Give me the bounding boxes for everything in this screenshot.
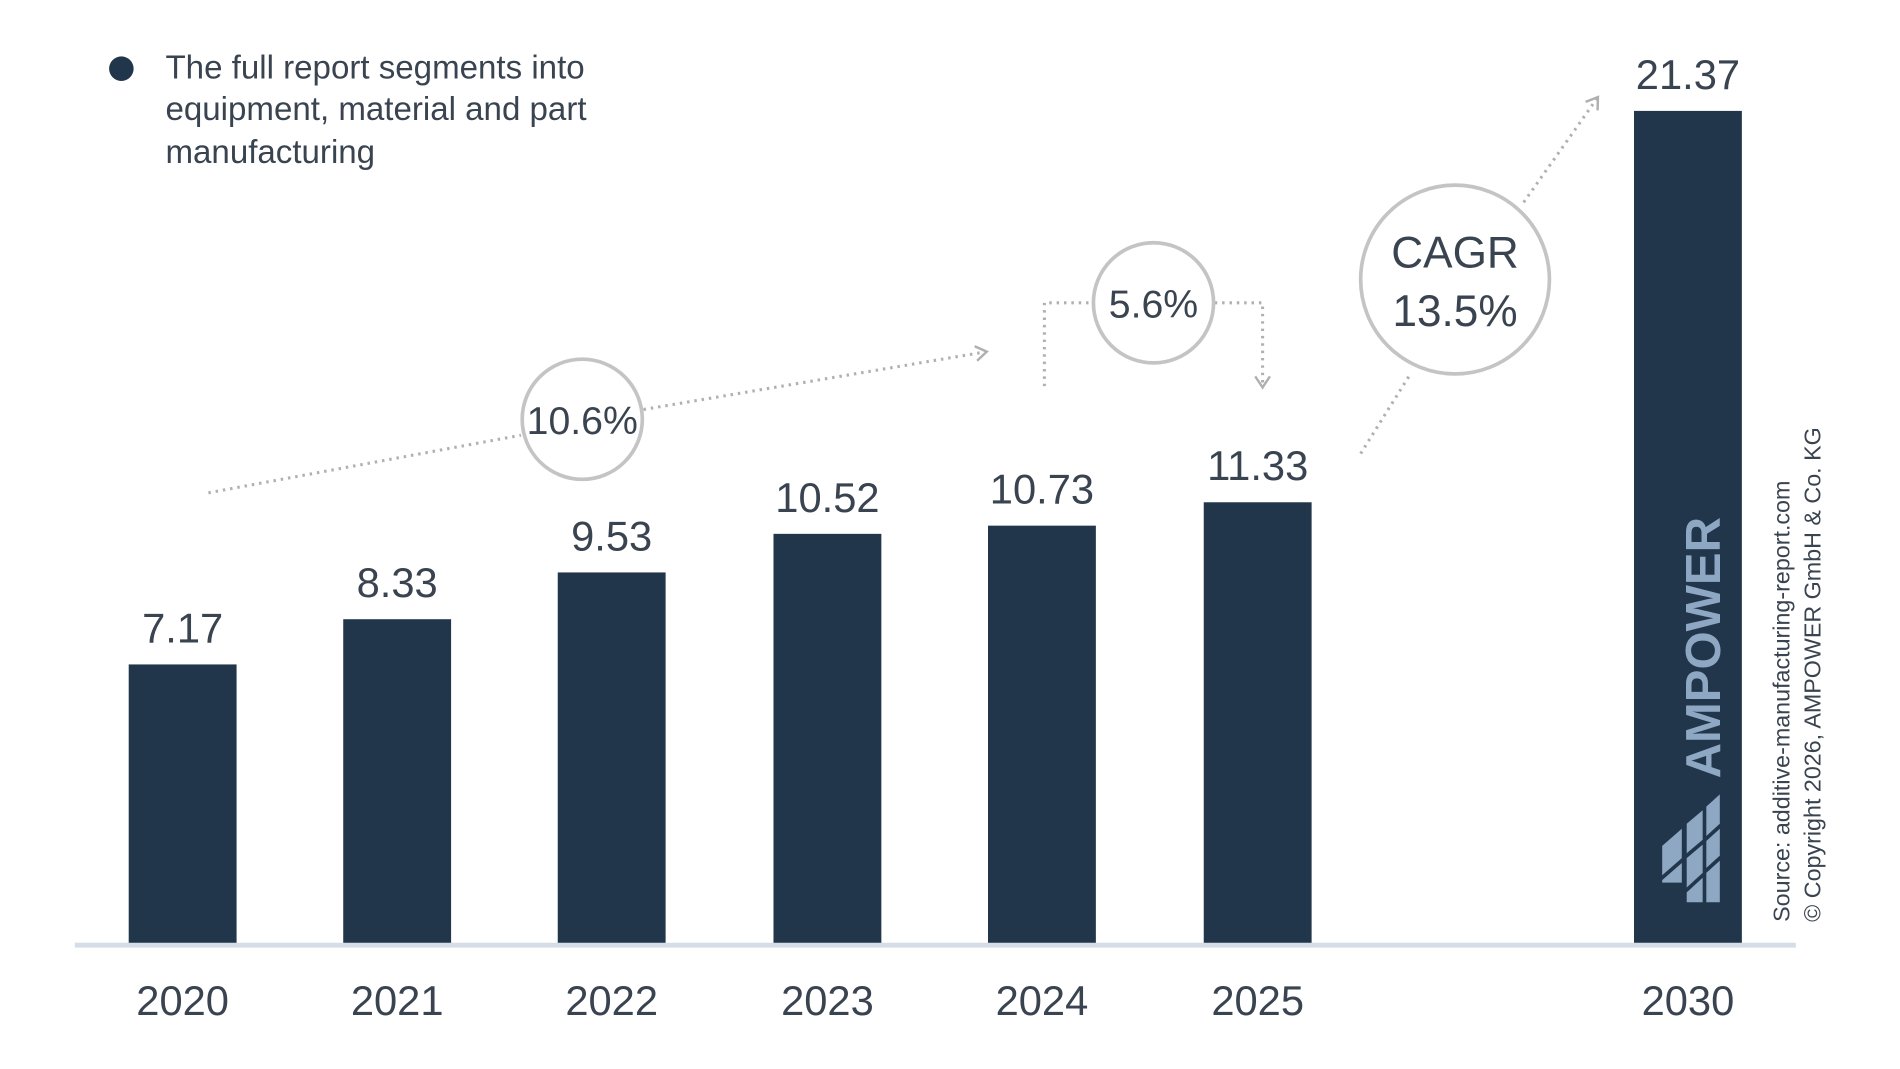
x-tick-label-2023: 2023 [781,977,874,1024]
value-label-2022: 9.53 [571,512,652,559]
cagr-circle [1358,183,1552,376]
value-label-2020: 7.17 [142,604,223,651]
growth-arrow-2020-2024 [208,433,522,495]
ampower-logo-text: AMPOWER [1677,517,1731,778]
bar-2030 [1634,110,1742,944]
x-tick-label-2020: 2020 [136,977,229,1024]
growth-arrow-2020-2024-tail [643,345,989,411]
source-text: Source: additive-manufacturing-report.co… [1769,481,1795,922]
x-tick-label-2022: 2022 [565,977,658,1024]
bar-2022 [557,572,666,944]
cagr-arrow-upper [1522,95,1600,204]
value-label-2030: 21.37 [1636,51,1740,98]
value-label-2025: 11.33 [1207,442,1308,489]
x-tick-label-2024: 2024 [996,977,1089,1024]
growth-circle-10-6 [520,357,645,482]
copyright-text: © Copyright 2026, AMPOWER GmbH & Co. KG [1799,427,1825,922]
x-tick-label-2030: 2030 [1642,977,1735,1024]
bar-2024 [988,525,1096,944]
ampower-logo-icon [1662,794,1720,903]
note-line-1: The full report segments into [165,50,584,87]
bullet-icon [109,56,134,81]
cagr-arrow-lower [1359,374,1411,455]
bar-2023 [773,533,882,944]
x-tick-label-2021: 2021 [351,977,444,1024]
note-line-2: equipment, material and part [165,91,586,128]
cagr-value: 13.5% [1392,287,1517,336]
value-label-2023: 10.52 [775,474,879,521]
growth-label-5-6: 5.6% [1109,283,1198,327]
x-tick-label-2025: 2025 [1211,977,1304,1024]
growth-label-10-6: 10.6% [527,399,638,443]
bar-2021 [343,619,452,944]
value-label-2021: 8.33 [357,559,438,606]
value-label-2024: 10.73 [990,466,1094,513]
bar-2020 [128,664,237,944]
note-line-3: manufacturing [165,134,375,171]
growth-circle-5-6 [1091,240,1216,365]
cagr-label: CAGR [1391,228,1518,277]
bar-2025 [1203,502,1312,944]
